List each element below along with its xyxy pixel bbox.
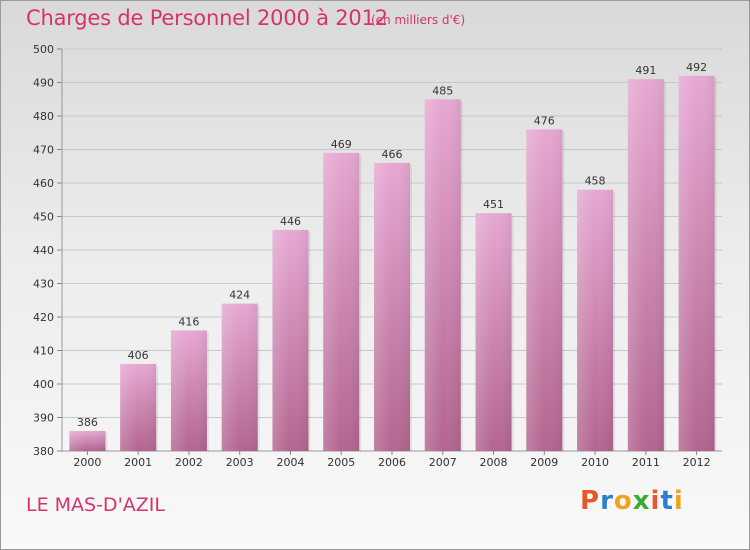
proxiti-logo[interactable]: Proxiti [580, 486, 684, 516]
x-tick-label: 2001 [124, 456, 152, 469]
y-tick-label: 420 [33, 311, 54, 324]
logo-letter: o [613, 486, 633, 516]
y-tick-label: 390 [33, 412, 54, 425]
x-tick-label: 2010 [581, 456, 609, 469]
x-tick-label: 2012 [683, 456, 711, 469]
y-tick-label: 400 [33, 378, 54, 391]
logo-letter: i [650, 486, 661, 516]
place-name: LE MAS-D'AZIL [26, 494, 165, 516]
logo-letter: P [580, 486, 601, 516]
bar-highlight [627, 79, 664, 452]
x-tick-label: 2011 [632, 456, 660, 469]
x-tick-label: 2008 [480, 456, 508, 469]
logo-letter: i [673, 486, 684, 516]
y-tick-label: 410 [33, 345, 54, 358]
y-tick-label: 470 [33, 144, 54, 157]
logo-letter: x [632, 486, 651, 516]
data-label: 485 [432, 84, 453, 97]
chart-title: Charges de Personnel 2000 à 2012 [26, 6, 388, 30]
bar-highlight [221, 303, 258, 451]
data-label: 446 [280, 215, 301, 228]
bar-highlight [475, 213, 512, 451]
x-tick-label: 2005 [327, 456, 355, 469]
data-label: 492 [686, 61, 707, 74]
data-label: 466 [382, 148, 403, 161]
data-label: 451 [483, 198, 504, 211]
bar-highlight [526, 129, 563, 451]
x-tick-label: 2002 [175, 456, 203, 469]
bar-highlight [323, 152, 360, 451]
bar-highlight [678, 75, 715, 452]
x-tick-label: 2004 [276, 456, 304, 469]
y-tick-label: 450 [33, 211, 54, 224]
data-label: 416 [178, 315, 199, 328]
bar-highlight [272, 229, 309, 451]
x-tick-label: 2006 [378, 456, 406, 469]
data-label: 458 [585, 175, 606, 188]
x-tick-label: 2000 [73, 456, 101, 469]
bar-highlight [69, 430, 106, 451]
bar-highlight [170, 330, 207, 451]
y-tick-label: 500 [33, 43, 54, 56]
y-tick-label: 460 [33, 177, 54, 190]
y-tick-label: 440 [33, 244, 54, 257]
x-tick-label: 2007 [429, 456, 457, 469]
data-label: 386 [77, 416, 98, 429]
data-label: 469 [331, 138, 352, 151]
y-tick-label: 430 [33, 278, 54, 291]
data-label: 406 [128, 349, 149, 362]
bar-highlight [577, 189, 614, 451]
bar-highlight [374, 162, 410, 451]
bar-highlight [120, 363, 157, 451]
x-tick-label: 2009 [530, 456, 558, 469]
logo-letter: r [600, 486, 614, 516]
y-tick-label: 480 [33, 110, 54, 123]
data-label: 476 [534, 114, 555, 127]
y-tick-label: 490 [33, 77, 54, 90]
logo-letter: t [660, 486, 674, 516]
chart-subtitle: (en milliers d'€) [371, 13, 466, 27]
data-label: 424 [229, 289, 250, 302]
x-tick-label: 2003 [226, 456, 254, 469]
data-label: 491 [635, 64, 656, 77]
y-tick-label: 380 [33, 445, 54, 458]
bar-highlight [424, 99, 461, 451]
